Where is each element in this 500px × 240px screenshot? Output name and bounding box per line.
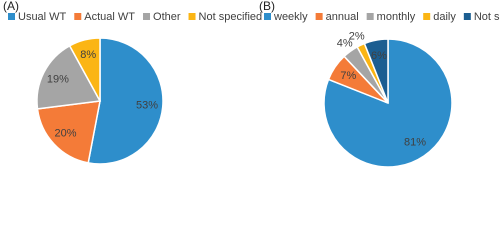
legend-label: annual xyxy=(326,11,359,23)
legend-label: Not specified xyxy=(474,11,500,23)
pie-slice xyxy=(68,37,101,102)
legend-swatch xyxy=(315,13,323,20)
pie-slice xyxy=(36,44,102,110)
legend-label: monthly xyxy=(377,11,416,23)
data-label: 53% xyxy=(136,99,158,111)
legend-swatch xyxy=(264,13,271,20)
legend-swatch xyxy=(74,13,82,20)
legend-swatch xyxy=(188,13,196,20)
legend-swatch xyxy=(463,13,471,20)
page: (A) Usual WT Actual WT Other Not specified 53… xyxy=(3,0,500,168)
legend-swatch xyxy=(143,13,151,20)
legend-label: Not specified xyxy=(199,11,263,23)
panel-title: (B) xyxy=(259,0,275,13)
legend-swatch xyxy=(423,13,431,20)
legend-swatch xyxy=(366,13,374,20)
legend-label: Actual WT xyxy=(84,11,135,23)
legend-label: daily xyxy=(433,11,456,23)
data-label: 7% xyxy=(340,70,356,82)
pie-slice xyxy=(36,100,101,164)
pie-slice xyxy=(363,38,389,104)
data-label: 19% xyxy=(47,73,69,85)
chart: (A)Usual WT Actual WT Other Not specified 53… xyxy=(3,0,500,168)
data-label: 8% xyxy=(80,49,96,61)
panel-title: (A) xyxy=(3,0,19,13)
data-label: 4% xyxy=(337,37,353,49)
legend-label: weekly xyxy=(273,11,308,23)
data-label: 6% xyxy=(371,50,387,62)
pie-slice xyxy=(87,37,164,165)
data-label: 81% xyxy=(404,137,426,149)
data-label: 2% xyxy=(349,30,365,42)
legend-label: Other xyxy=(153,11,181,23)
legend-swatch xyxy=(8,13,15,20)
legend-label: Usual WT xyxy=(18,11,67,23)
data-label: 20% xyxy=(55,127,77,139)
